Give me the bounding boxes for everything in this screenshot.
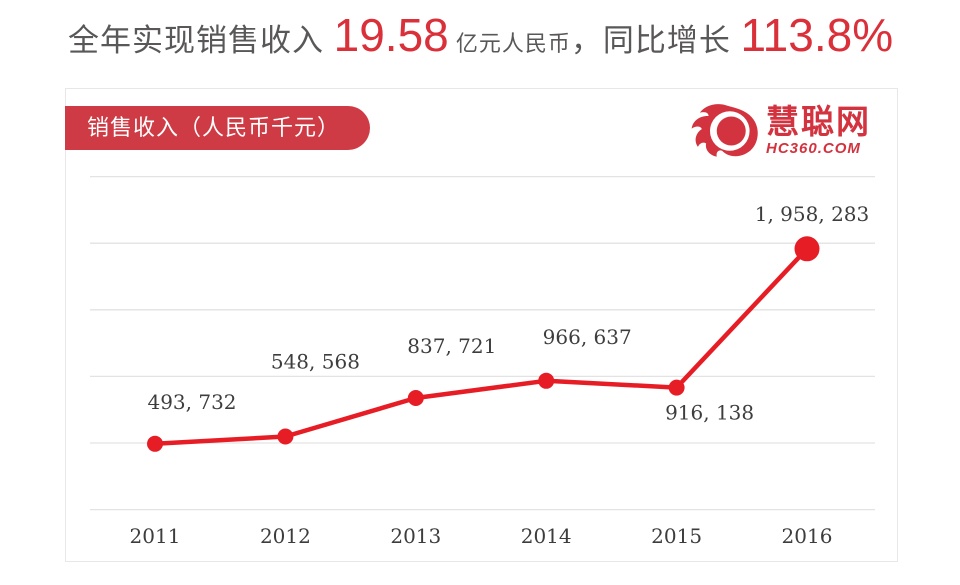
header-unit: 亿元人民币 [448, 31, 571, 56]
data-point-2013 [407, 390, 424, 406]
x-axis-label-2013: 2013 [390, 524, 441, 548]
revenue-line [152, 246, 810, 447]
hc360-logo: 慧聪网 HC360.COM [689, 103, 871, 159]
logo-name: 慧聪网 [766, 103, 871, 141]
x-axis-label-2011: 2011 [130, 524, 181, 548]
data-point-label-2014: 966, 637 [543, 325, 632, 349]
hc360-flame-icon [691, 104, 758, 157]
logo-domain: HC360.COM [766, 139, 861, 157]
chart-title-badge: 销售收入（人民币千元） [65, 106, 371, 150]
chart-panel: 493, 732 2011 548, 568 2012 837, 721 2013 966,… [65, 88, 898, 562]
data-point-2011 [147, 435, 163, 452]
header-revenue-value: 19.58 [333, 9, 449, 61]
header-growth-value: 113.8% [740, 9, 894, 61]
data-point-label-2013: 837, 721 [407, 334, 496, 358]
logo-text: 慧聪网 HC360.COM [766, 105, 871, 157]
x-axis-label-2015: 2015 [651, 524, 702, 548]
data-point-label-2011: 493, 732 [147, 390, 236, 414]
page-title: 全年实现销售收入 19.58 亿元人民币 ，同比增长 113.8% [68, 8, 893, 62]
data-point-2014 [538, 372, 555, 389]
data-point-2015 [668, 379, 685, 396]
header-prefix: 全年实现销售收入 [68, 23, 334, 58]
data-point-2016 [794, 236, 820, 262]
data-point-label-2016: 1, 958, 283 [755, 202, 870, 226]
x-axis-label-2016: 2016 [782, 524, 833, 548]
header-growth-text: ，同比增长 [570, 23, 741, 58]
data-point-2012 [277, 428, 294, 445]
x-axis-label-2012: 2012 [260, 524, 311, 548]
data-point-label-2015: 916, 138 [665, 401, 754, 425]
x-axis-label-2014: 2014 [521, 524, 572, 548]
revenue-chart: 493, 732 2011 548, 568 2012 837, 721 2013 966,… [90, 175, 875, 548]
chart-title: 销售收入（人民币千元） [87, 115, 341, 140]
data-point-label-2012: 548, 568 [271, 350, 360, 374]
